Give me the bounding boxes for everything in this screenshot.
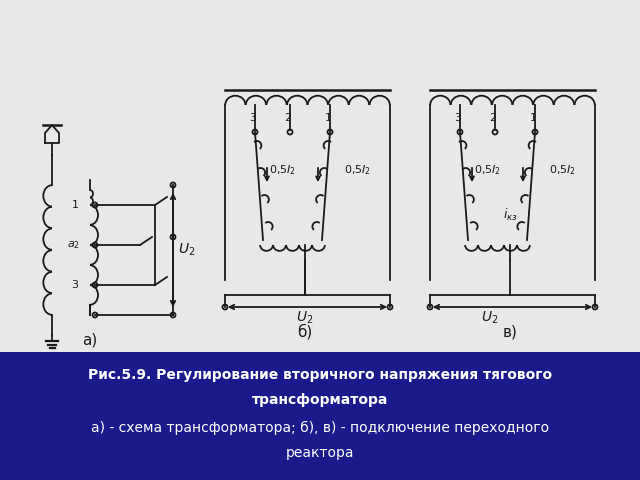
Text: $U_2$: $U_2$ [296,310,314,326]
Text: 3: 3 [72,280,79,290]
Text: 3: 3 [454,113,461,123]
Text: $0{,}5I_2$: $0{,}5I_2$ [550,163,577,177]
Text: а) - схема трансформатора; б), в) - подключение переходного: а) - схема трансформатора; б), в) - подк… [91,421,549,435]
Text: 1: 1 [529,113,536,123]
Text: трансформатора: трансформатора [252,393,388,407]
Text: 3: 3 [250,113,257,123]
Text: а): а) [83,333,98,348]
Text: $0{,}5I_2$: $0{,}5I_2$ [344,163,372,177]
Text: реактора: реактора [285,446,355,460]
Text: $a_2$: $a_2$ [67,239,79,251]
Text: Рис.5.9. Регулирование вторичного напряжения тягового: Рис.5.9. Регулирование вторичного напряж… [88,368,552,382]
Text: 1: 1 [324,113,332,123]
Text: $i_{\kappa з}$: $i_{\kappa з}$ [502,207,518,223]
Text: $U_2$: $U_2$ [178,242,195,258]
FancyBboxPatch shape [0,0,640,365]
Text: б): б) [298,324,312,340]
Text: 1: 1 [72,200,79,210]
Text: 2: 2 [490,113,497,123]
Text: $0{,}5I_2$: $0{,}5I_2$ [269,163,296,177]
FancyBboxPatch shape [0,352,640,480]
Text: $U_2$: $U_2$ [481,310,499,326]
Text: $0{,}5I_2$: $0{,}5I_2$ [474,163,502,177]
Text: 2: 2 [284,113,292,123]
Text: в): в) [502,324,517,339]
